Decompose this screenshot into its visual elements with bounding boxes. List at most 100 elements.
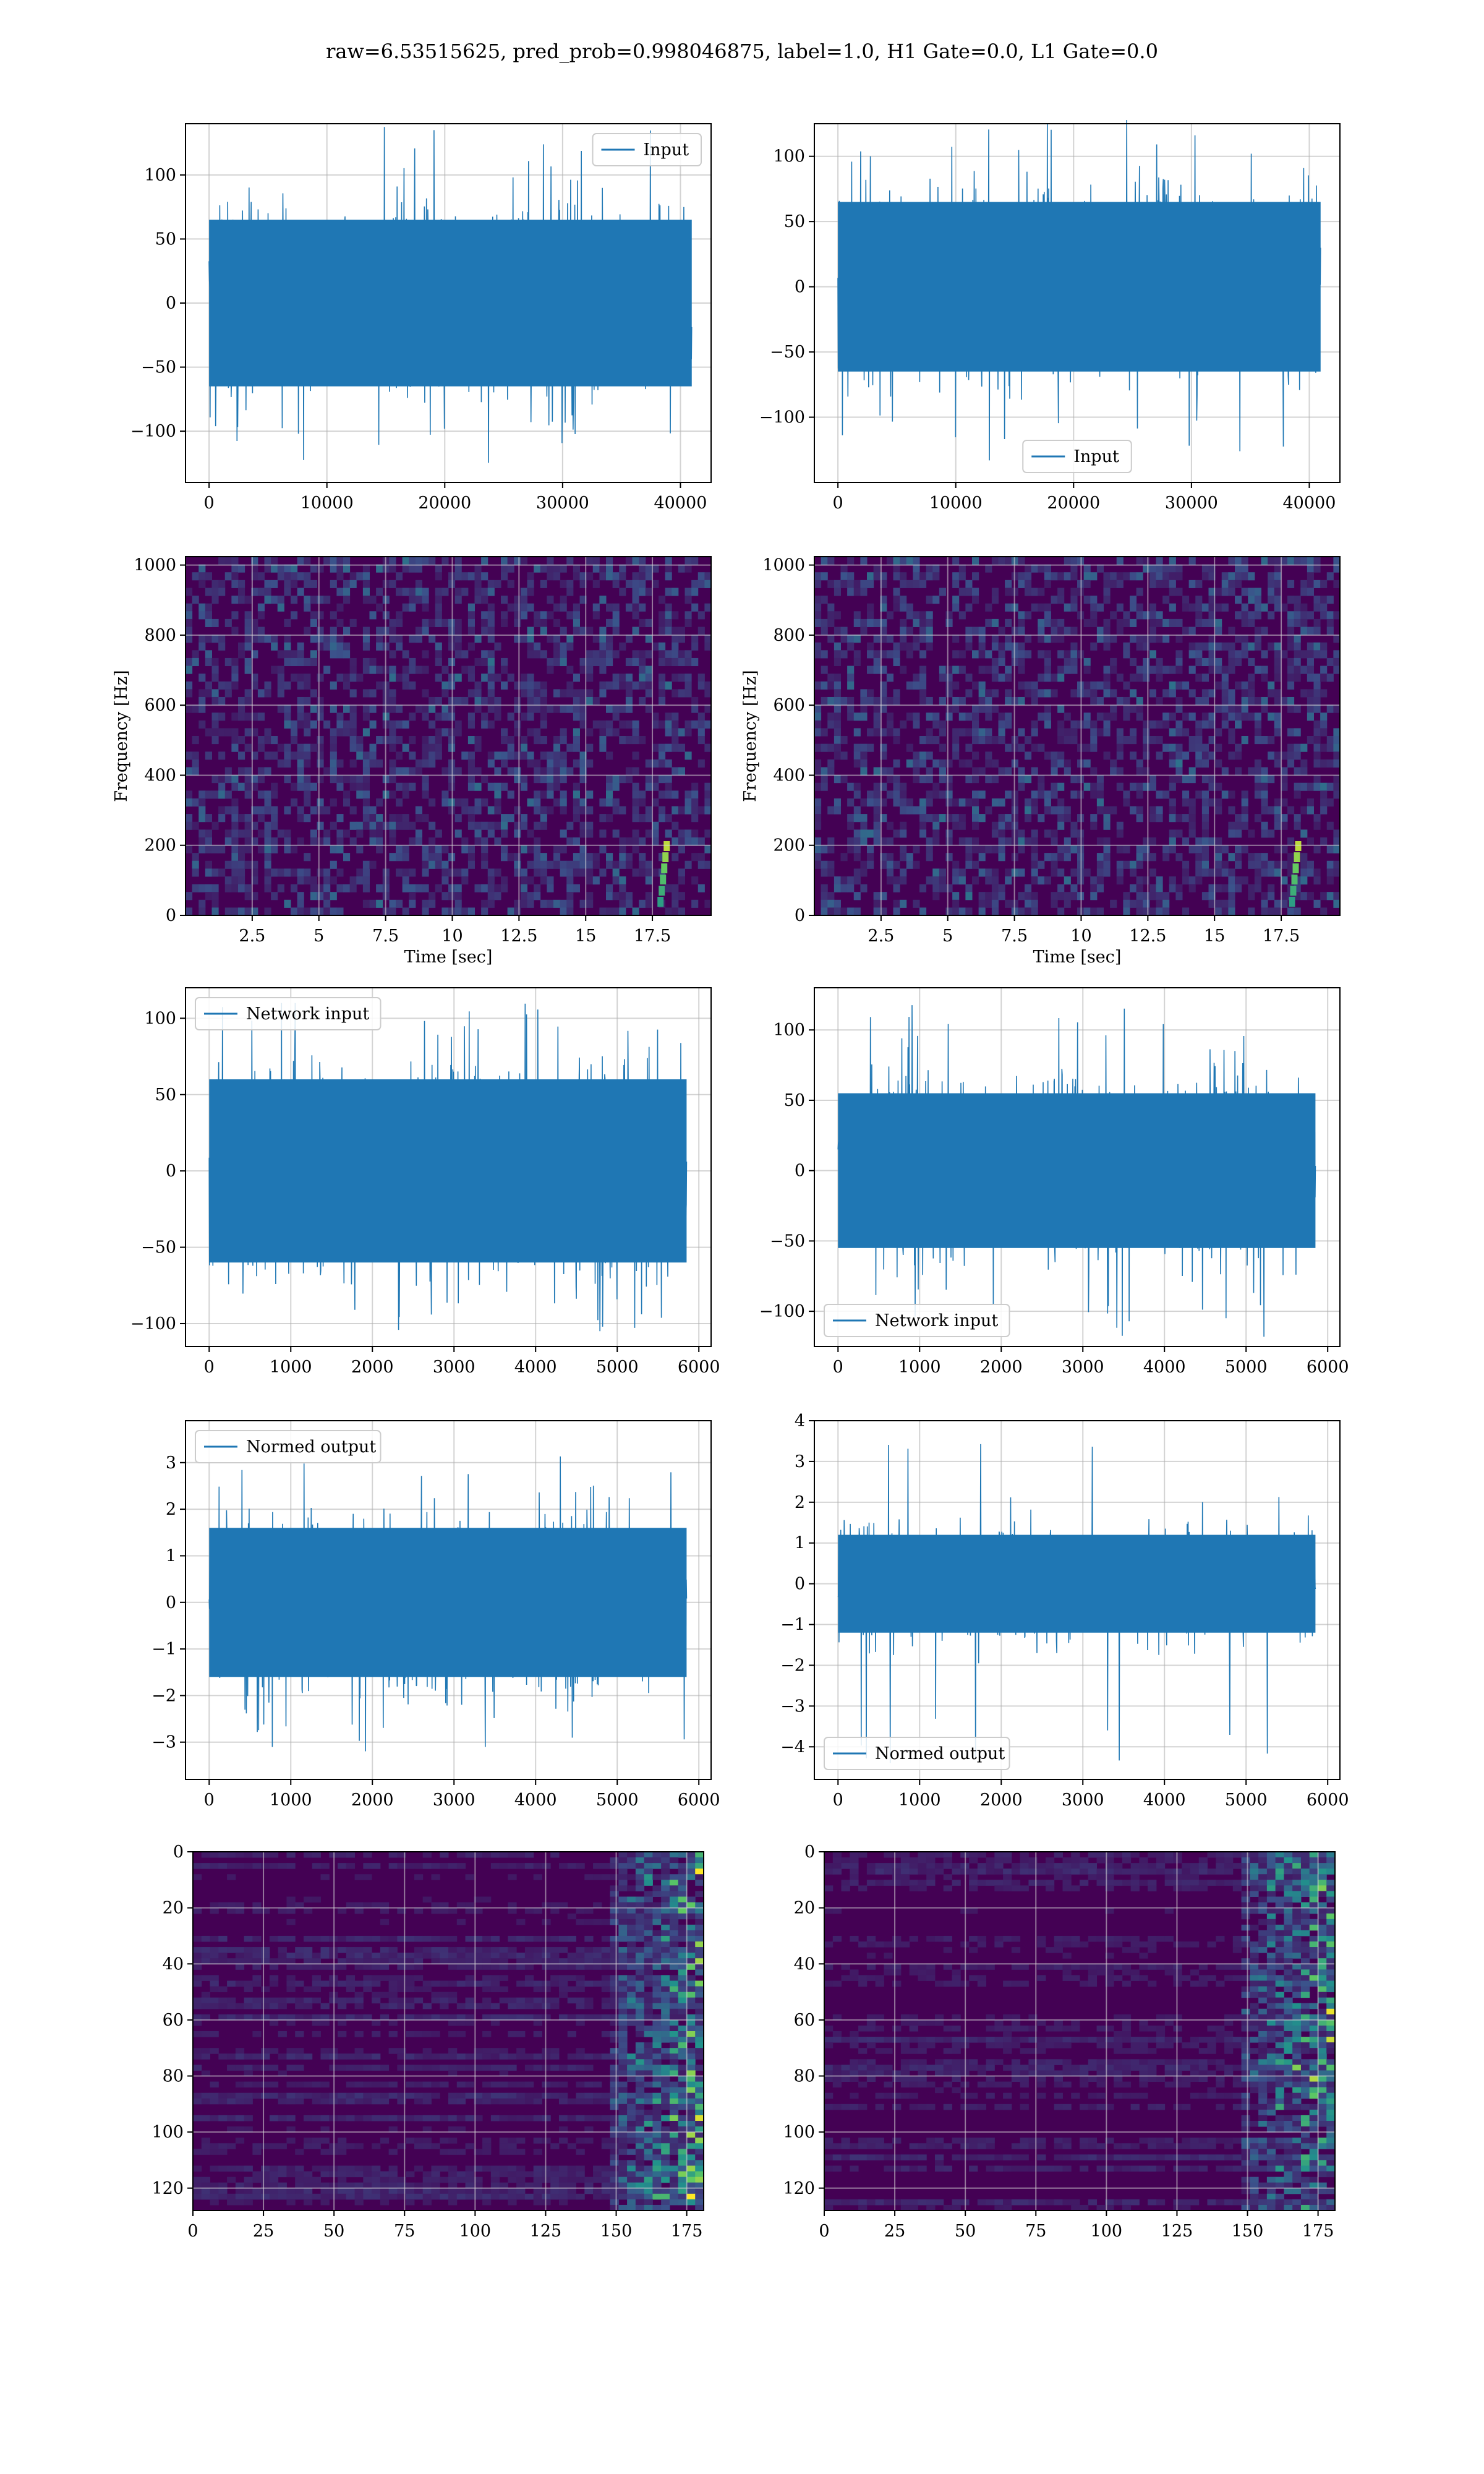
feature-map-cell: [244, 1997, 253, 2004]
feature-map-cell: [252, 1997, 262, 2004]
spectrogram-cell: [1083, 743, 1091, 752]
spectrogram-cell: [461, 876, 469, 885]
feature-map-cell: [482, 1896, 492, 1903]
feature-map-cell: [516, 2014, 526, 2021]
feature-map-cell: [465, 2053, 474, 2060]
spectrogram-cell: [435, 728, 442, 737]
spectrogram-cell: [625, 860, 633, 869]
feature-map-cell: [635, 2076, 645, 2082]
spectrogram-cell: [415, 767, 422, 776]
spectrogram-cell: [958, 798, 966, 807]
spectrogram-cell: [599, 907, 607, 916]
spectrogram-cell: [1123, 899, 1130, 908]
feature-map-cell: [695, 1891, 704, 1897]
x-tick-label: 17.5: [1263, 927, 1300, 946]
spectrogram-cell: [474, 588, 482, 596]
spectrogram-cell: [1268, 829, 1275, 838]
feature-map-cell: [235, 1863, 245, 1869]
feature-map-cell: [397, 1863, 406, 1869]
feature-map-cell: [618, 2019, 628, 2026]
spectrogram-cell: [297, 650, 304, 659]
spectrogram-cell: [672, 657, 679, 667]
spectrogram-cell: [1241, 689, 1248, 698]
spectrogram-cell: [1208, 713, 1216, 721]
feature-map-cell: [610, 2048, 619, 2054]
feature-map-cell: [465, 1874, 474, 1880]
y-tick-label: 200: [144, 836, 176, 855]
spectrogram-cell: [1248, 588, 1255, 596]
spectrogram-cell: [402, 674, 409, 682]
axes-frame-top: [814, 123, 1341, 483]
feature-map-cell: [661, 1852, 670, 1858]
feature-map-cell: [422, 2092, 432, 2099]
spectrogram-cell: [821, 892, 828, 901]
spectrogram-cell: [402, 767, 409, 776]
spectrogram-cell: [369, 689, 377, 698]
spectrogram-cell: [606, 704, 613, 713]
spectrogram-cell: [1333, 837, 1341, 846]
feature-map-cell: [610, 2019, 619, 2026]
feature-map-cell: [593, 2081, 602, 2088]
spectrogram-cell: [317, 892, 324, 901]
spectrogram-cell: [540, 713, 547, 721]
spectrogram-cell: [1261, 767, 1268, 776]
spectrogram-cell: [639, 603, 646, 612]
spectrogram-cell: [330, 728, 337, 737]
feature-map-cell: [669, 1891, 679, 1897]
spectrogram-cell: [1044, 790, 1051, 799]
spectrogram-cell: [1228, 806, 1235, 815]
spectrogram-cell: [376, 736, 383, 745]
spectrogram-cell: [362, 580, 370, 588]
spectrogram-cell: [1333, 845, 1341, 854]
spectrogram-cell: [310, 635, 317, 643]
spectrogram-cell: [1096, 790, 1104, 799]
feature-map-cell: [278, 2031, 287, 2037]
spectrogram-cell: [231, 681, 239, 690]
feature-map-cell: [363, 1947, 372, 1953]
spectrogram-cell: [893, 782, 900, 791]
feature-map-cell: [576, 1953, 585, 1959]
feature-map-cell: [695, 1907, 704, 1914]
spectrogram-cell: [939, 588, 946, 596]
spectrogram-cell: [349, 572, 357, 581]
spectrogram-cell: [1320, 674, 1328, 682]
spectrogram-cell: [323, 806, 331, 815]
spectrogram-cell: [494, 790, 501, 799]
spectrogram-cell: [1274, 603, 1281, 612]
spectrogram-cell: [238, 596, 245, 604]
series-core-band: [838, 1093, 1316, 1248]
spectrogram-cell: [1307, 868, 1314, 877]
feature-map-cell: [524, 2014, 534, 2021]
spectrogram-cell: [1005, 876, 1012, 885]
spectrogram-cell: [1261, 860, 1268, 869]
spectrogram-cell: [659, 853, 666, 862]
spectrogram-cell: [985, 736, 992, 745]
spectrogram-cell: [474, 736, 482, 745]
spectrogram-cell: [1130, 603, 1137, 612]
spectrogram-cell: [1221, 588, 1229, 596]
spectrogram-cell: [238, 876, 245, 885]
spectrogram-cell: [310, 892, 317, 901]
y-tick-label: −100: [130, 422, 176, 441]
feature-map-cell: [218, 1947, 228, 1953]
spectrogram-cell: [1038, 713, 1045, 721]
spectrogram-cell: [429, 635, 436, 643]
spectrogram-cell: [672, 635, 679, 643]
spectrogram-cell: [291, 845, 298, 854]
spectrogram-cell: [893, 657, 900, 667]
spectrogram-cell: [547, 876, 554, 885]
feature-map-cell: [508, 2003, 517, 2010]
spectrogram-cell: [1215, 782, 1222, 791]
feature-map-cell: [533, 1953, 542, 1959]
spectrogram-cell: [336, 603, 344, 612]
spectrogram-cell: [1031, 829, 1038, 838]
spectrogram-cell: [840, 572, 848, 581]
spectrogram-cell: [310, 743, 317, 752]
feature-map-cell: [278, 1958, 287, 1964]
feature-map-cell: [269, 2092, 279, 2099]
spectrogram-cell: [415, 557, 422, 565]
spectrogram-cell: [1123, 704, 1130, 713]
spectrogram-cell: [665, 728, 672, 737]
spectrogram-cell: [932, 814, 940, 823]
feature-map-cell: [456, 2065, 466, 2071]
